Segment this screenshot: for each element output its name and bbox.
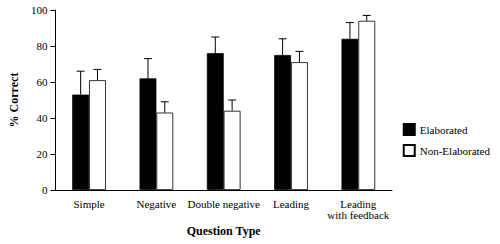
svg-text:Non-Elaborated: Non-Elaborated: [420, 145, 491, 157]
svg-text:Leading: Leading: [273, 198, 310, 210]
svg-text:40: 40: [36, 112, 48, 124]
svg-text:Simple: Simple: [73, 198, 104, 210]
svg-text:80: 80: [36, 40, 48, 52]
svg-text:20: 20: [36, 148, 48, 160]
svg-text:0: 0: [42, 184, 48, 196]
svg-text:60: 60: [36, 76, 48, 88]
svg-text:Negative: Negative: [137, 198, 177, 210]
svg-text:Double negative: Double negative: [187, 198, 260, 210]
svg-text:100: 100: [31, 4, 48, 16]
svg-text:% Correct: % Correct: [7, 73, 21, 128]
svg-text:Elaborated: Elaborated: [420, 124, 468, 136]
svg-text:Leading: Leading: [340, 197, 377, 210]
svg-text:with feedback: with feedback: [327, 209, 389, 221]
svg-text:Question Type: Question Type: [187, 224, 262, 238]
